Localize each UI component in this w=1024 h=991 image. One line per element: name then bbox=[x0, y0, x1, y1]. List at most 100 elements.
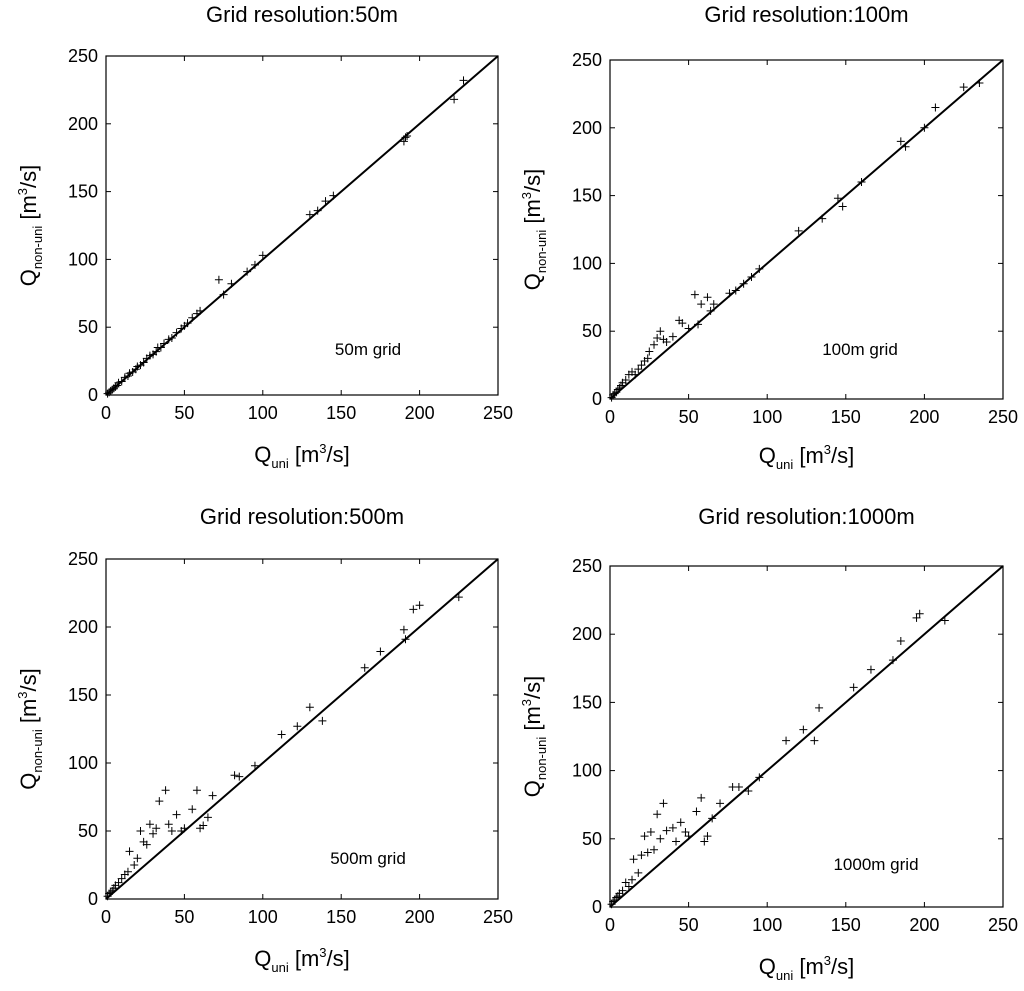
data-point bbox=[160, 339, 169, 348]
data-point bbox=[656, 327, 665, 336]
data-point bbox=[321, 197, 330, 206]
x-tick-label: 50 bbox=[174, 403, 194, 423]
y-tick-label: 250 bbox=[68, 46, 98, 66]
x-tick-label: 200 bbox=[909, 407, 939, 427]
x-tick-label: 250 bbox=[483, 403, 513, 423]
reference-line-1to1 bbox=[105, 55, 499, 396]
x-tick-label: 250 bbox=[483, 907, 513, 927]
data-point bbox=[258, 251, 267, 260]
grid-annotation: 500m grid bbox=[330, 849, 406, 868]
reference-line-1to1 bbox=[105, 558, 499, 900]
x-tick-label: 200 bbox=[909, 915, 939, 935]
x-tick-label: 150 bbox=[831, 915, 861, 935]
data-point bbox=[975, 79, 984, 88]
data-point bbox=[676, 818, 685, 827]
data-point bbox=[690, 290, 699, 299]
y-tick-label: 0 bbox=[88, 385, 98, 405]
y-tick-label: 0 bbox=[592, 389, 602, 409]
data-point bbox=[139, 358, 148, 367]
x-tick-label: 0 bbox=[101, 403, 111, 423]
y-tick-label: 0 bbox=[88, 889, 98, 909]
y-axis-label-sub: non-uni bbox=[534, 737, 549, 780]
data-point bbox=[915, 609, 924, 618]
data-point bbox=[692, 807, 701, 816]
chart-panel-3: Grid resolution:500m 0 50 100 150 200 250 0 50 10… bbox=[15, 504, 513, 975]
data-point bbox=[643, 354, 652, 363]
data-point bbox=[188, 805, 197, 814]
data-point bbox=[624, 882, 633, 891]
y-axis-label: Qnon-uni [m3/s] bbox=[519, 169, 549, 291]
data-point bbox=[810, 736, 819, 745]
data-point bbox=[697, 793, 706, 802]
data-point bbox=[610, 389, 619, 398]
x-tick-label: 150 bbox=[326, 403, 356, 423]
data-point bbox=[609, 897, 618, 906]
data-point bbox=[656, 834, 665, 843]
x-tick-label: 50 bbox=[679, 915, 699, 935]
y-axis-label-sub: non-uni bbox=[534, 230, 549, 273]
y-axis-label-sup: 3 bbox=[15, 691, 30, 698]
data-point bbox=[668, 332, 677, 341]
data-point bbox=[167, 334, 176, 343]
data-point bbox=[133, 854, 142, 863]
data-point bbox=[161, 786, 170, 795]
data-point bbox=[459, 76, 468, 85]
data-point bbox=[931, 103, 940, 112]
data-point bbox=[130, 861, 139, 869]
data-point bbox=[725, 289, 734, 298]
data-point bbox=[219, 290, 228, 299]
chart-title: Grid resolution:50m bbox=[206, 2, 398, 27]
x-tick-label: 100 bbox=[752, 915, 782, 935]
data-point bbox=[703, 832, 712, 841]
plot-frame bbox=[105, 558, 499, 900]
x-axis-label-tail: /s] bbox=[327, 946, 350, 971]
data-point bbox=[634, 868, 643, 877]
data-point bbox=[613, 385, 622, 394]
data-point bbox=[734, 782, 743, 791]
data-point bbox=[164, 820, 173, 829]
data-point bbox=[156, 343, 165, 352]
y-axis-label-tail: /s] bbox=[520, 169, 545, 192]
data-point bbox=[188, 313, 197, 322]
y-tick-label: 50 bbox=[78, 317, 98, 337]
data-point bbox=[250, 761, 259, 770]
data-point bbox=[849, 683, 858, 692]
y-tick-label: 0 bbox=[592, 897, 602, 917]
data-point bbox=[305, 210, 314, 219]
data-point bbox=[235, 772, 244, 781]
data-point bbox=[650, 340, 659, 349]
x-axis-label-main: Q bbox=[254, 946, 271, 971]
x-axis-label: Quni [m3/s] bbox=[254, 441, 350, 471]
data-point bbox=[409, 605, 418, 614]
data-point bbox=[866, 665, 875, 674]
data-point bbox=[152, 347, 161, 356]
data-point bbox=[959, 83, 968, 92]
chart-panel-4: Grid resolution:1000m 0 50 100 150 200 250 0 50 1… bbox=[519, 504, 1018, 983]
data-point bbox=[399, 137, 408, 146]
data-point bbox=[901, 142, 910, 151]
data-point bbox=[697, 300, 706, 309]
data-point bbox=[896, 137, 905, 146]
data-point bbox=[833, 194, 842, 203]
data-point bbox=[706, 306, 715, 315]
y-tick-label: 100 bbox=[68, 753, 98, 773]
x-axis-label: Quni [m3/s] bbox=[254, 945, 350, 975]
data-point bbox=[155, 797, 164, 806]
chart-panel-2: Grid resolution:100m 0 50 100 150 200 250 0 50 10… bbox=[519, 2, 1018, 472]
data-point bbox=[399, 625, 408, 634]
data-point bbox=[167, 827, 176, 835]
data-point bbox=[227, 279, 236, 288]
y-axis-label-main: Q bbox=[520, 780, 545, 797]
x-tick-label: 200 bbox=[405, 907, 435, 927]
x-tick-label: 50 bbox=[679, 407, 699, 427]
y-tick-label: 150 bbox=[68, 182, 98, 202]
x-tick-label: 100 bbox=[248, 907, 278, 927]
data-point bbox=[454, 593, 463, 602]
data-point bbox=[199, 821, 208, 830]
data-point bbox=[180, 824, 189, 833]
data-point bbox=[653, 333, 662, 342]
x-axis-label-unit: [m bbox=[289, 442, 320, 467]
data-point bbox=[744, 787, 753, 796]
data-point bbox=[621, 376, 630, 385]
data-point bbox=[818, 214, 827, 223]
